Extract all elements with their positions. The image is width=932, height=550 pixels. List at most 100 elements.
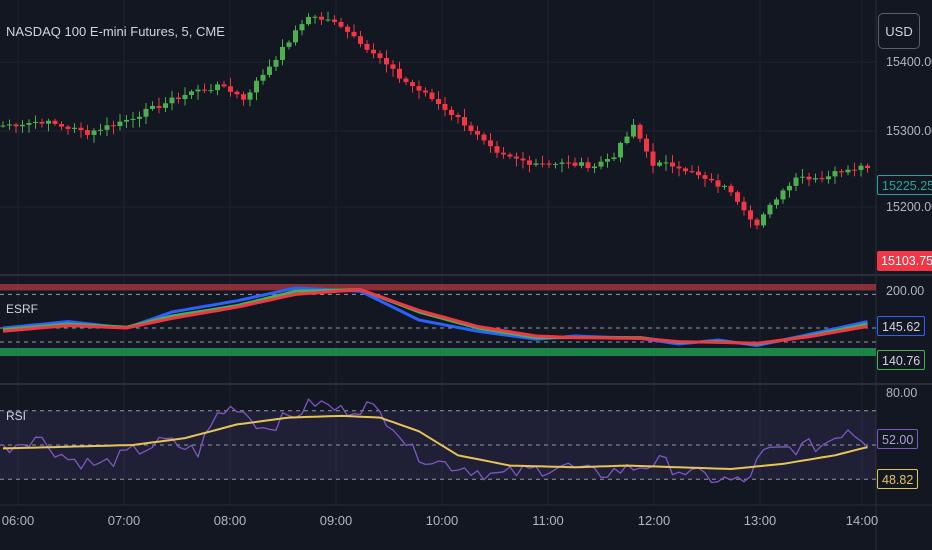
- candle-body: [852, 169, 857, 171]
- time-label: 12:00: [637, 513, 671, 528]
- candle-body: [631, 124, 636, 137]
- time-label: 10:00: [425, 513, 459, 528]
- candle-body: [156, 105, 162, 108]
- candle-body: [481, 134, 487, 141]
- candle-body: [208, 90, 214, 92]
- candle-body: [767, 204, 773, 215]
- candle-body: [423, 90, 428, 93]
- time-label: 07:00: [107, 513, 141, 528]
- candle-body: [663, 162, 669, 164]
- candle-body: [475, 131, 480, 135]
- candle-body: [0, 125, 6, 127]
- rsi-ma-tag: 48.82: [877, 469, 919, 489]
- candle-body: [839, 171, 844, 173]
- candle-body: [462, 117, 467, 126]
- candle-body: [559, 162, 565, 164]
- candle-body: [384, 58, 389, 65]
- candle-body: [728, 185, 734, 193]
- candle-body: [241, 94, 246, 100]
- time-label: 11:00: [532, 513, 564, 528]
- candle-body: [455, 115, 461, 118]
- candle-body: [215, 84, 220, 91]
- candle-body: [91, 130, 97, 135]
- rsi-axis-label-80: 80.00: [886, 386, 918, 400]
- candle-body: [410, 82, 415, 87]
- candle-body: [527, 160, 532, 165]
- esrf-axis-label-200: 200.00: [886, 284, 925, 298]
- candle-body: [741, 201, 747, 211]
- candle-body: [488, 140, 493, 147]
- candle-body: [169, 97, 175, 104]
- candle-body: [546, 163, 552, 165]
- candle-body: [657, 162, 662, 166]
- candle-body: [371, 49, 376, 54]
- esrf_red-line: [2, 288, 868, 345]
- candle-body: [618, 142, 623, 158]
- candle-body: [13, 124, 19, 127]
- candle-body: [195, 89, 201, 92]
- candle-body: [611, 157, 617, 159]
- candle-body: [228, 86, 233, 92]
- candle-body: [644, 138, 649, 152]
- candle-body: [819, 178, 825, 180]
- candle-body: [598, 161, 604, 167]
- candle-body: [670, 162, 675, 167]
- time-label: 06:00: [1, 513, 35, 528]
- candle-body: [397, 68, 402, 79]
- candle-body: [163, 103, 168, 108]
- candle-body: [702, 175, 708, 179]
- candle-body: [85, 130, 90, 135]
- candle-body: [403, 78, 409, 83]
- candle-body: [26, 123, 32, 125]
- currency-button[interactable]: USD: [878, 13, 920, 49]
- candle-body: [774, 199, 779, 205]
- candle-body: [761, 214, 766, 226]
- rsi-pane-label: RSI: [6, 409, 27, 423]
- candle-body: [715, 180, 721, 187]
- candle-body: [442, 103, 448, 110]
- oversold-band: [0, 348, 876, 356]
- candle-body: [78, 127, 84, 131]
- candle-body: [234, 91, 240, 95]
- candle-body: [507, 154, 513, 157]
- esrf-green-tag: 140.76: [877, 350, 926, 370]
- candle-body: [358, 36, 363, 44]
- time-label: 14:00: [845, 513, 879, 528]
- candle-body: [832, 171, 838, 177]
- candle-body: [150, 105, 155, 109]
- candle-body: [319, 16, 324, 20]
- candle-body: [416, 86, 422, 91]
- candle-body: [735, 192, 740, 202]
- candle-body: [124, 119, 129, 122]
- rsi-value-tag: 52.00: [877, 429, 919, 449]
- candle-body: [533, 163, 539, 165]
- candle-body: [683, 168, 688, 172]
- candle-body: [273, 59, 279, 67]
- candle-body: [345, 26, 350, 32]
- esrf-pane-label: ESRF: [6, 302, 39, 316]
- price-axis-label-15400: 15400.00: [886, 55, 932, 69]
- candle-body: [72, 127, 77, 129]
- candle-body: [202, 89, 207, 91]
- candle-body: [364, 43, 370, 50]
- candle-body: [800, 176, 805, 178]
- candle-body: [377, 53, 383, 59]
- candle-body: [780, 190, 786, 200]
- candle-body: [247, 92, 253, 100]
- candle-body: [605, 158, 610, 162]
- candle-body: [338, 21, 344, 27]
- candle-body: [65, 126, 71, 129]
- candle-body: [494, 146, 500, 153]
- candle-body: [793, 177, 799, 186]
- candle-body: [111, 125, 116, 127]
- overbought-band: [0, 284, 876, 291]
- candle-body: [566, 162, 571, 164]
- candle-body: [468, 125, 474, 132]
- candle-body: [787, 185, 792, 191]
- candle-body: [267, 66, 272, 75]
- candle-body: [689, 171, 695, 173]
- candle-body: [59, 124, 64, 127]
- candle-body: [293, 30, 298, 43]
- price-axis-label-15300: 15300.00: [886, 124, 932, 138]
